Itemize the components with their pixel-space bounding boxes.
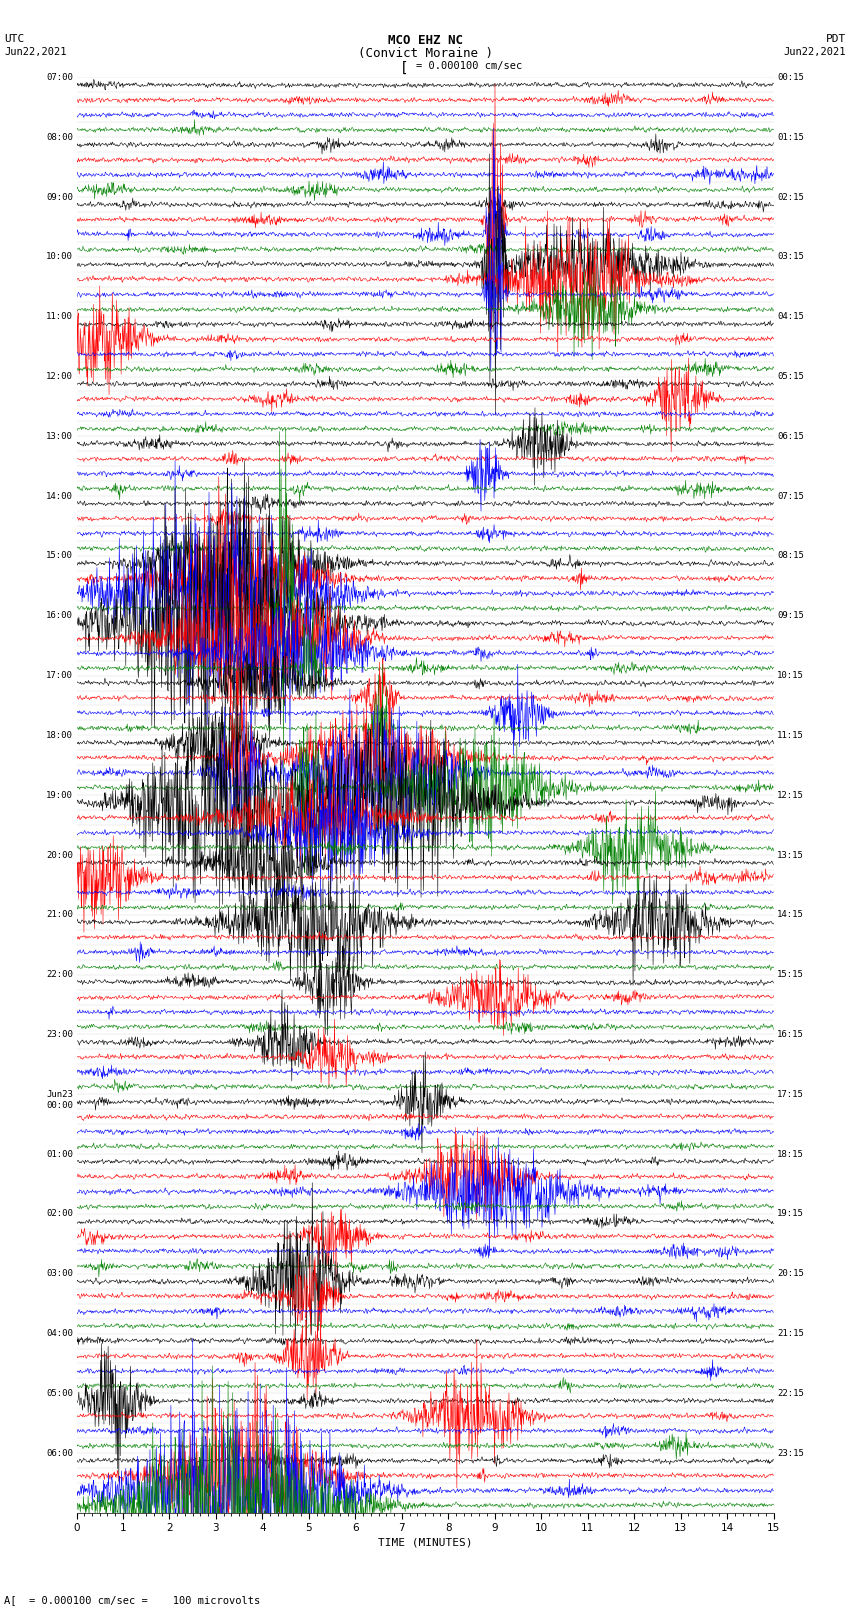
Text: 04:15: 04:15 — [777, 313, 804, 321]
Text: 06:00: 06:00 — [46, 1448, 73, 1458]
Text: UTC: UTC — [4, 34, 25, 44]
Text: 06:15: 06:15 — [777, 432, 804, 440]
Text: 12:15: 12:15 — [777, 790, 804, 800]
Text: 00:00: 00:00 — [46, 1102, 73, 1110]
Text: 08:00: 08:00 — [46, 132, 73, 142]
Text: 03:15: 03:15 — [777, 252, 804, 261]
Text: 20:00: 20:00 — [46, 850, 73, 860]
Text: 15:15: 15:15 — [777, 969, 804, 979]
Text: 20:15: 20:15 — [777, 1269, 804, 1277]
Text: 19:15: 19:15 — [777, 1210, 804, 1218]
Text: 07:15: 07:15 — [777, 492, 804, 500]
Text: 10:00: 10:00 — [46, 252, 73, 261]
Text: 21:15: 21:15 — [777, 1329, 804, 1339]
Text: 16:00: 16:00 — [46, 611, 73, 621]
Text: 21:00: 21:00 — [46, 910, 73, 919]
Text: 09:15: 09:15 — [777, 611, 804, 621]
Text: 09:00: 09:00 — [46, 192, 73, 202]
Text: 22:15: 22:15 — [777, 1389, 804, 1398]
Text: 08:15: 08:15 — [777, 552, 804, 560]
Text: 13:15: 13:15 — [777, 850, 804, 860]
Text: 02:00: 02:00 — [46, 1210, 73, 1218]
Text: 23:00: 23:00 — [46, 1031, 73, 1039]
Text: 00:15: 00:15 — [777, 73, 804, 82]
Text: Jun22,2021: Jun22,2021 — [4, 47, 67, 56]
Text: 17:00: 17:00 — [46, 671, 73, 681]
Text: 07:00: 07:00 — [46, 73, 73, 82]
Text: 05:00: 05:00 — [46, 1389, 73, 1398]
Text: Jun22,2021: Jun22,2021 — [783, 47, 846, 56]
Text: 04:00: 04:00 — [46, 1329, 73, 1339]
Text: 17:15: 17:15 — [777, 1090, 804, 1098]
Text: 16:15: 16:15 — [777, 1031, 804, 1039]
Text: 19:00: 19:00 — [46, 790, 73, 800]
Text: 10:15: 10:15 — [777, 671, 804, 681]
Text: 13:00: 13:00 — [46, 432, 73, 440]
Text: Jun23: Jun23 — [46, 1090, 73, 1098]
Text: = 0.000100 cm/sec: = 0.000100 cm/sec — [416, 61, 523, 71]
Text: 18:00: 18:00 — [46, 731, 73, 740]
Text: (Convict Moraine ): (Convict Moraine ) — [358, 47, 492, 60]
Text: 11:15: 11:15 — [777, 731, 804, 740]
Text: PDT: PDT — [825, 34, 846, 44]
Text: 01:15: 01:15 — [777, 132, 804, 142]
Text: 01:00: 01:00 — [46, 1150, 73, 1158]
Text: 23:15: 23:15 — [777, 1448, 804, 1458]
Text: 05:15: 05:15 — [777, 373, 804, 381]
Text: 14:15: 14:15 — [777, 910, 804, 919]
Text: MCO EHZ NC: MCO EHZ NC — [388, 34, 462, 47]
Text: 12:00: 12:00 — [46, 373, 73, 381]
Text: 22:00: 22:00 — [46, 969, 73, 979]
Text: 14:00: 14:00 — [46, 492, 73, 500]
Text: 15:00: 15:00 — [46, 552, 73, 560]
Text: [: [ — [400, 61, 408, 76]
Text: 03:00: 03:00 — [46, 1269, 73, 1277]
Text: 11:00: 11:00 — [46, 313, 73, 321]
Text: A[  = 0.000100 cm/sec =    100 microvolts: A[ = 0.000100 cm/sec = 100 microvolts — [4, 1595, 260, 1605]
Text: 18:15: 18:15 — [777, 1150, 804, 1158]
X-axis label: TIME (MINUTES): TIME (MINUTES) — [377, 1537, 473, 1547]
Text: 02:15: 02:15 — [777, 192, 804, 202]
